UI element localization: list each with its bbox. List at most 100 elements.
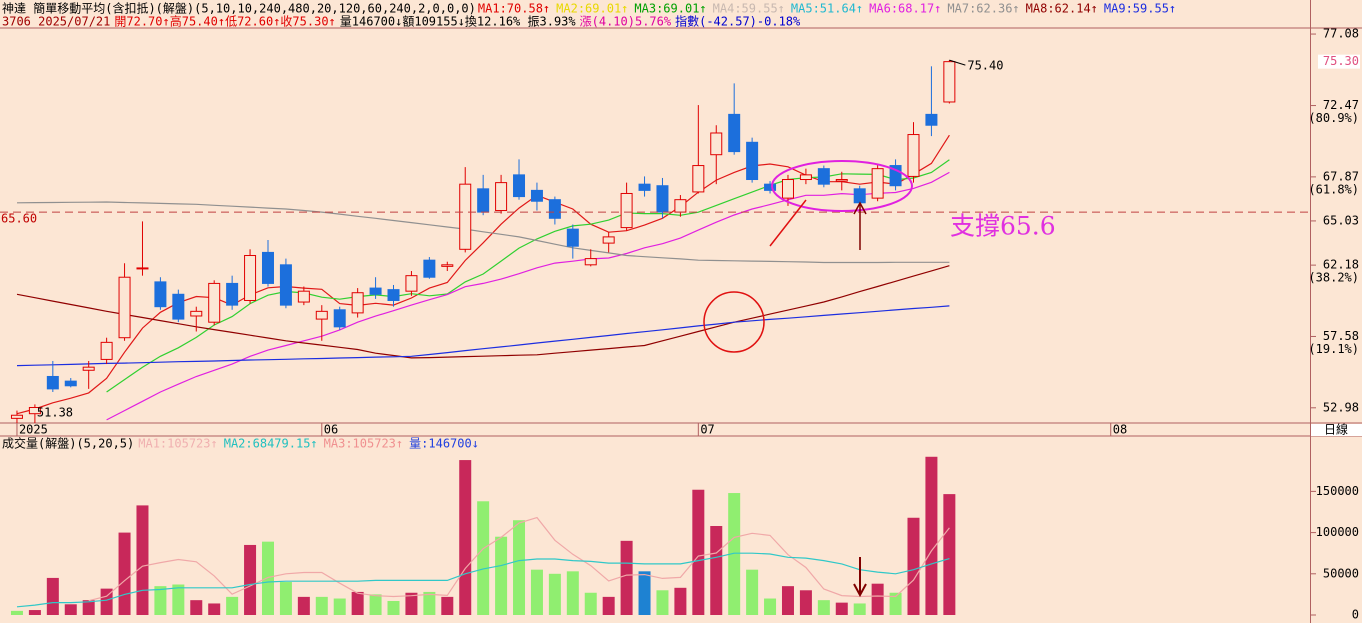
y-tick-note: (61.8%) bbox=[1308, 182, 1359, 196]
y-tick-label: 57.58 bbox=[1323, 329, 1359, 343]
candle-body bbox=[710, 132, 723, 156]
candle-body bbox=[853, 188, 866, 204]
legend-entry: MA8:62.14↑ bbox=[1026, 2, 1098, 16]
volume-bar bbox=[674, 587, 687, 615]
volume-bar bbox=[513, 520, 526, 615]
candle-body bbox=[172, 293, 185, 320]
y-tick-note: (80.9%) bbox=[1308, 111, 1359, 125]
candle-body bbox=[136, 267, 149, 270]
candle-body bbox=[764, 183, 777, 191]
volume-bar bbox=[351, 591, 364, 615]
y-tick-label: 62.18 bbox=[1323, 258, 1359, 272]
volume-bar bbox=[638, 571, 651, 615]
x-tick-label: 08 bbox=[1113, 423, 1127, 437]
volume-bar bbox=[64, 604, 77, 615]
ma-line bbox=[16, 305, 950, 367]
candle-body bbox=[889, 165, 902, 187]
legend-entry: 量:146700↓ bbox=[409, 437, 479, 451]
volume-bar bbox=[405, 592, 418, 615]
volume-bar bbox=[315, 596, 328, 615]
y-tick-label: 52.98 bbox=[1323, 400, 1359, 414]
volume-bar bbox=[387, 600, 400, 615]
candle-body bbox=[584, 258, 597, 266]
candle-body bbox=[799, 174, 812, 181]
annotation-arrow-head bbox=[853, 583, 867, 598]
legend-entry: 開72.70↑高75.40↑低72.60↑收75.30↑ bbox=[114, 14, 335, 29]
volume-title: 成交量(解盤)(5,20,5) bbox=[2, 436, 134, 451]
support-label: 65.60 bbox=[1, 212, 37, 226]
legend-entry: MA1:105723↑ bbox=[138, 437, 217, 451]
legend-entry: MA5:51.64↑ bbox=[791, 2, 863, 16]
legend-entry: 漲(4.10)5.76% bbox=[580, 15, 672, 29]
high-marker-line bbox=[949, 59, 966, 66]
candle-body bbox=[925, 113, 938, 126]
legend-entry: 量146700↓額109155↓換12.16% 振3.93% bbox=[340, 15, 577, 29]
candle-body bbox=[477, 188, 490, 213]
annotation-arrow-head bbox=[853, 201, 867, 215]
y-tick-label: 77.08 bbox=[1323, 27, 1359, 41]
candle-body bbox=[746, 141, 759, 181]
volume-bar bbox=[584, 592, 597, 615]
candle-body bbox=[692, 165, 705, 193]
legend-entry: MA1:70.58↑ bbox=[478, 2, 550, 16]
candle-body bbox=[226, 282, 239, 306]
low-marker-label: 51.38 bbox=[37, 406, 73, 420]
candle-body bbox=[208, 282, 221, 323]
support-note: 支撐65.6 bbox=[950, 212, 1056, 241]
price-plot bbox=[10, 60, 956, 423]
volume-bar bbox=[853, 603, 866, 615]
volume-plot bbox=[10, 456, 956, 615]
volume-bar bbox=[925, 456, 938, 615]
candle-body bbox=[100, 341, 113, 360]
ma-line bbox=[106, 171, 950, 421]
volume-bar bbox=[943, 494, 956, 615]
period-label: 日線 bbox=[1324, 422, 1348, 437]
legend-entry: MA4:59.55↑ bbox=[713, 2, 785, 16]
chart-title: 神達 簡單移動平均(含扣抵)(解盤)(5,10,10,240,480,20,12… bbox=[2, 1, 476, 16]
volume-bar bbox=[154, 586, 167, 615]
candle-body bbox=[441, 264, 454, 267]
volume-bar bbox=[530, 569, 543, 615]
ma-line bbox=[16, 201, 950, 264]
volume-bar bbox=[118, 532, 131, 615]
volume-bar bbox=[82, 600, 95, 615]
candle-body bbox=[387, 289, 400, 301]
y-tick-label: 50000 bbox=[1323, 566, 1359, 580]
last-price-label: 75.30 bbox=[1323, 54, 1359, 68]
volume-bar bbox=[566, 571, 579, 615]
volume-bar bbox=[907, 517, 920, 615]
volume-bar bbox=[190, 600, 203, 615]
x-tick-label: 2025 bbox=[19, 423, 48, 437]
volume-bar bbox=[835, 602, 848, 615]
candle-body bbox=[82, 366, 95, 371]
ma-line bbox=[88, 516, 950, 602]
candle-body bbox=[530, 189, 543, 202]
candle-body bbox=[602, 236, 615, 244]
candle-body bbox=[674, 199, 687, 213]
annotation-ellipse bbox=[771, 160, 913, 212]
legend-entry: MA9:59.55↑ bbox=[1104, 2, 1176, 16]
candle-body bbox=[333, 309, 346, 328]
candle-body bbox=[728, 113, 741, 153]
candle-body bbox=[46, 375, 59, 390]
legend-entry: 3706 2025/07/21 bbox=[2, 15, 110, 29]
volume-bar bbox=[656, 590, 669, 615]
y-tick-label: 0 bbox=[1352, 608, 1359, 622]
candle-body bbox=[154, 281, 167, 308]
volume-bar bbox=[459, 460, 472, 615]
candle-body bbox=[279, 264, 292, 306]
legend-entry: MA7:62.36↑ bbox=[947, 2, 1019, 16]
volume-bar bbox=[261, 541, 274, 615]
y-tick-note: (19.1%) bbox=[1308, 342, 1359, 356]
legend-entry: MA3:105723↑ bbox=[324, 437, 403, 451]
y-tick-label: 100000 bbox=[1316, 525, 1359, 539]
legend-entry: MA2:68479.15↑ bbox=[224, 437, 318, 451]
candle-body bbox=[817, 168, 830, 185]
candle-body bbox=[459, 183, 472, 250]
volume-bar bbox=[692, 489, 705, 615]
volume-bar bbox=[728, 493, 741, 615]
candle-body bbox=[781, 179, 794, 199]
candle-body bbox=[513, 174, 526, 198]
volume-bar bbox=[620, 540, 633, 615]
